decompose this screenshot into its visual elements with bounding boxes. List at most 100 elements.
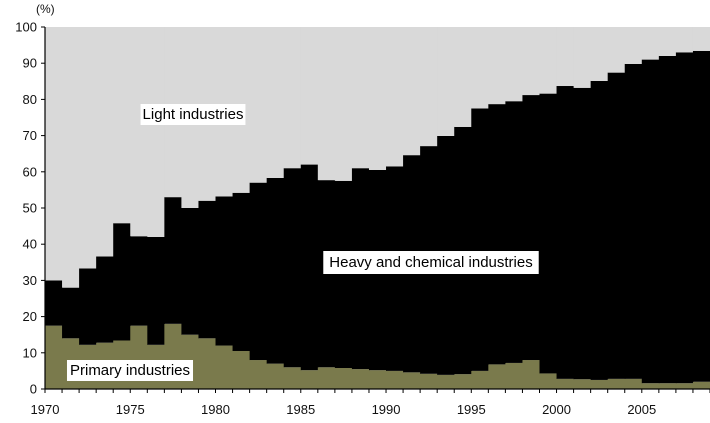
- segment-primary-industries-1994: [454, 374, 472, 389]
- segment-heavy-and-chemical-industries-2007: [675, 52, 694, 384]
- area-series-group: [45, 27, 710, 389]
- segment-primary-industries-2001: [573, 379, 592, 389]
- segment-light-industries-2004: [624, 27, 643, 64]
- segment-heavy-and-chemical-industries-1985: [300, 164, 319, 371]
- segment-light-industries-1992: [420, 27, 438, 147]
- segment-primary-industries-1985: [300, 370, 319, 389]
- segment-heavy-and-chemical-industries-1979: [198, 200, 217, 339]
- y-tick-label-100: 100: [15, 20, 37, 35]
- segment-heavy-and-chemical-industries-2004: [624, 63, 643, 379]
- segment-primary-industries-1970: [45, 325, 63, 389]
- y-tick-label-0: 0: [30, 382, 37, 397]
- segment-primary-industries-1998: [522, 360, 541, 389]
- segment-light-industries-1985: [300, 27, 319, 165]
- segment-light-industries-1974: [113, 27, 131, 224]
- segment-heavy-and-chemical-industries-1978: [181, 208, 200, 335]
- segment-primary-industries-2007: [675, 383, 694, 389]
- segment-primary-industries-2002: [590, 379, 609, 389]
- segment-heavy-and-chemical-industries-1972: [79, 268, 97, 345]
- segment-heavy-and-chemical-industries-1998: [522, 95, 541, 361]
- y-tick-label-20: 20: [23, 309, 37, 324]
- segment-light-industries-1993: [437, 27, 455, 136]
- segment-primary-industries-1984: [283, 367, 302, 389]
- segment-light-industries-1987: [334, 27, 353, 181]
- segment-heavy-and-chemical-industries-2006: [658, 55, 677, 384]
- y-tick-label-60: 60: [23, 164, 37, 179]
- segment-heavy-and-chemical-industries-2001: [573, 87, 592, 380]
- segment-heavy-and-chemical-industries-1994: [454, 126, 472, 375]
- x-tick-label-2005: 2005: [627, 402, 656, 417]
- segment-heavy-and-chemical-industries-1970: [45, 280, 63, 326]
- segment-primary-industries-1979: [198, 338, 217, 389]
- x-tick-label-2000: 2000: [542, 402, 571, 417]
- segment-heavy-and-chemical-industries-2000: [556, 86, 575, 379]
- y-tick-label-70: 70: [23, 128, 37, 143]
- y-tick-label-10: 10: [23, 345, 37, 360]
- segment-light-industries-2005: [641, 27, 660, 60]
- segment-light-industries-1988: [351, 27, 370, 169]
- segment-primary-industries-2008: [692, 381, 710, 389]
- heavy-label-background: [323, 251, 539, 274]
- x-axis-ticks: 1970 1975 1980 1985 1990 1995 2000 2005: [31, 389, 710, 417]
- segment-primary-industries-1980: [215, 345, 234, 389]
- x-tick-label-1995: 1995: [457, 402, 486, 417]
- y-tick-label-80: 80: [23, 92, 37, 107]
- segment-light-industries-1975: [130, 27, 148, 237]
- segment-light-industries-1976: [147, 27, 165, 237]
- segment-heavy-and-chemical-industries-1974: [113, 223, 131, 341]
- segment-heavy-and-chemical-industries-1977: [164, 197, 183, 324]
- y-tick-label-30: 30: [23, 273, 37, 288]
- segment-primary-industries-2006: [658, 383, 677, 389]
- segment-heavy-and-chemical-industries-1971: [62, 287, 80, 339]
- segment-primary-industries-2005: [641, 383, 660, 389]
- x-tick-label-1990: 1990: [372, 402, 401, 417]
- segment-light-industries-1990: [386, 27, 404, 167]
- y-tick-label-40: 40: [23, 237, 37, 252]
- x-tick-label-1980: 1980: [201, 402, 230, 417]
- segment-light-industries-2006: [658, 27, 677, 56]
- segment-primary-industries-1999: [539, 373, 558, 389]
- area-labels: Light industries Heavy and chemical indu…: [66, 104, 539, 381]
- y-tick-label-90: 90: [23, 56, 37, 71]
- y-axis-ticks: 0 10 20 30 40 50 60 70 80 90 100: [15, 20, 45, 397]
- segment-light-industries-1989: [368, 27, 387, 170]
- segment-light-industries-1970: [45, 27, 63, 281]
- segment-primary-industries-1992: [420, 373, 438, 389]
- segment-light-industries-1972: [79, 27, 97, 269]
- segment-heavy-and-chemical-industries-1982: [249, 182, 268, 361]
- y-tick-label-50: 50: [23, 201, 37, 216]
- segment-heavy-and-chemical-industries-2003: [607, 72, 626, 379]
- segment-light-industries-1984: [283, 27, 302, 169]
- segment-light-industries-2000: [556, 27, 575, 87]
- segment-primary-industries-1988: [351, 369, 370, 389]
- segment-heavy-and-chemical-industries-1975: [130, 236, 148, 326]
- segment-heavy-and-chemical-industries-1983: [266, 177, 285, 364]
- y-unit-label: (%): [36, 2, 55, 16]
- x-tick-label-1975: 1975: [116, 402, 145, 417]
- segment-primary-industries-1991: [403, 372, 421, 389]
- segment-primary-industries-1987: [334, 368, 353, 389]
- segment-light-industries-1983: [266, 27, 285, 178]
- segment-light-industries-1997: [505, 27, 524, 102]
- x-tick-label-1970: 1970: [31, 402, 60, 417]
- segment-heavy-and-chemical-industries-2005: [641, 59, 660, 384]
- segment-light-industries-1994: [454, 27, 472, 127]
- segment-primary-industries-2004: [624, 378, 643, 389]
- segment-heavy-and-chemical-industries-1996: [488, 104, 506, 365]
- segment-primary-industries-1982: [249, 360, 268, 389]
- heavy-chemical-industries-label: Heavy and chemical industries: [329, 254, 532, 271]
- segment-light-industries-2008: [692, 27, 710, 51]
- segment-heavy-and-chemical-industries-1999: [539, 93, 558, 374]
- segment-primary-industries-1989: [368, 370, 387, 389]
- segment-primary-industries-1986: [317, 367, 336, 389]
- segment-light-industries-1991: [403, 27, 421, 156]
- segment-primary-industries-1993: [437, 374, 455, 389]
- light-label-background: [140, 104, 246, 125]
- light-industries-label: Light industries: [143, 106, 244, 123]
- segment-light-industries-1973: [96, 27, 114, 257]
- segment-light-industries-1999: [539, 27, 558, 94]
- segment-heavy-and-chemical-industries-2008: [692, 50, 710, 382]
- segment-primary-industries-1990: [386, 370, 404, 389]
- segment-heavy-and-chemical-industries-1987: [334, 180, 353, 368]
